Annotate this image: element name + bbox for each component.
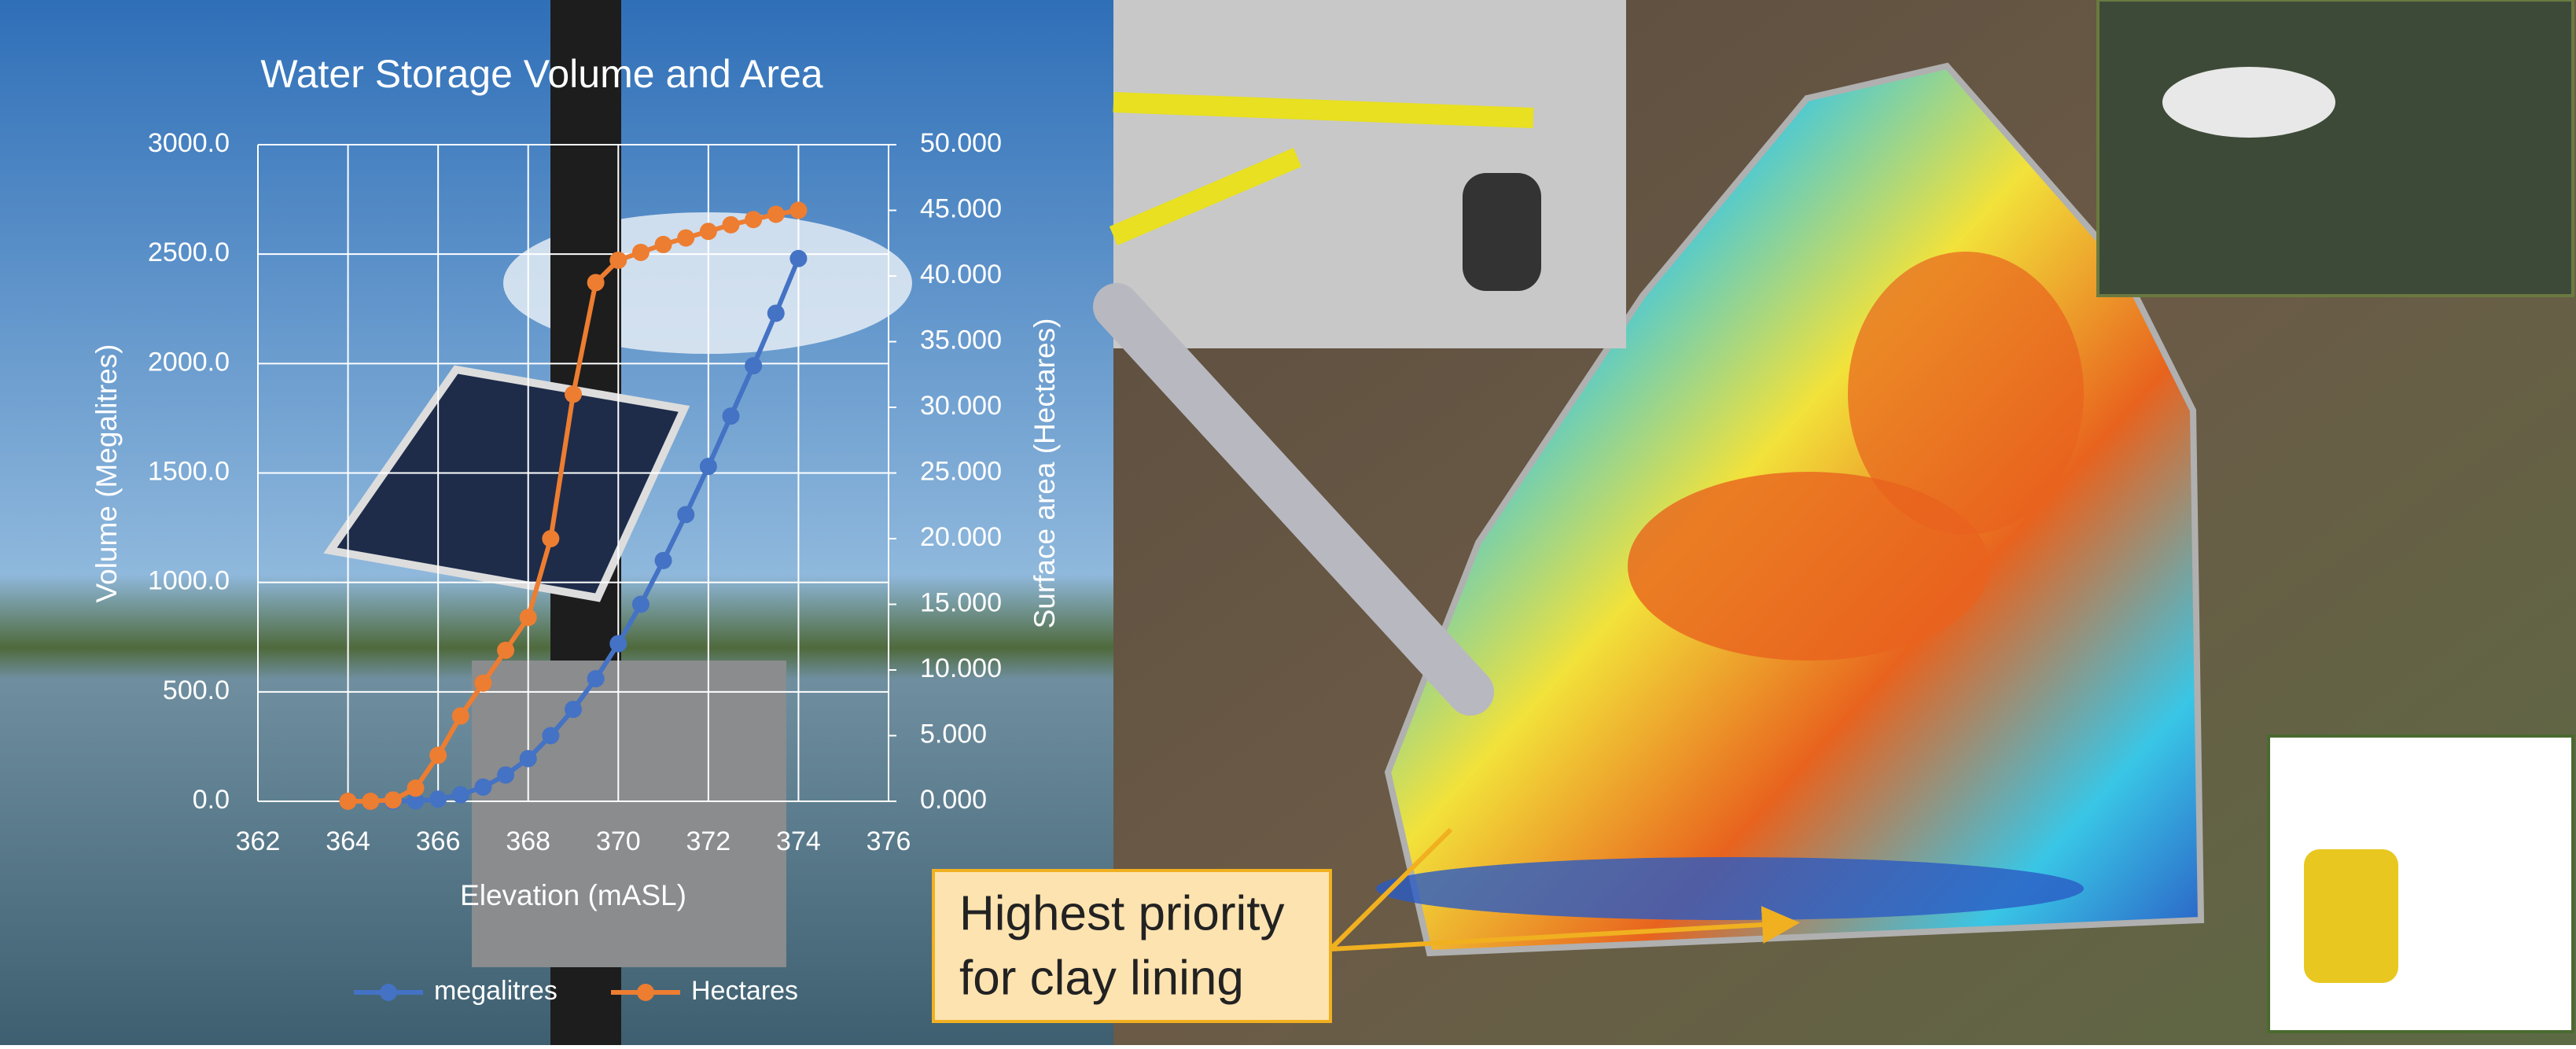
y2-tick-label: 15.000: [920, 587, 1002, 617]
data-point: [362, 793, 380, 810]
data-point: [699, 223, 717, 241]
heatmap-blob: [1848, 252, 2084, 535]
data-point: [722, 407, 740, 425]
data-point: [384, 791, 402, 809]
y2-tick-label: 45.000: [920, 193, 1002, 223]
data-point: [542, 530, 560, 547]
x-tick-label: 364: [326, 826, 370, 856]
data-point: [654, 235, 672, 253]
data-point: [789, 201, 808, 219]
y-tick-label: 2500.0: [148, 237, 230, 267]
x-tick-label: 374: [776, 826, 821, 856]
y2-tick-label: 40.000: [920, 259, 1002, 289]
data-point: [565, 701, 582, 719]
data-point: [631, 595, 650, 613]
y2-axis-title: Surface area (Hectares): [1029, 318, 1061, 629]
data-point: [339, 793, 357, 810]
annotation-arrow: [1328, 827, 1790, 949]
data-point: [474, 674, 492, 692]
y2-tick-label: 5.000: [920, 719, 987, 749]
annotation-text: for clay lining: [959, 951, 1244, 1005]
enclosure: [472, 661, 786, 967]
data-point: [407, 779, 425, 797]
y-tick-label: 500.0: [163, 675, 230, 705]
data-point: [587, 274, 605, 292]
data-point: [609, 251, 627, 269]
chart-title: Water Storage Volume and Area: [260, 52, 822, 96]
x-tick-label: 366: [416, 826, 461, 856]
sensor-arm: [1109, 92, 1534, 245]
heatmap-blob: [1376, 857, 2084, 920]
y-tick-label: 2000.0: [148, 347, 230, 377]
data-point: [587, 670, 605, 688]
legend-swatch: [637, 984, 654, 1001]
sensor: [1463, 173, 1541, 291]
y2-tick-label: 25.000: [920, 456, 1002, 486]
data-point: [451, 786, 469, 804]
inset-photo-sensor: [1113, 0, 1626, 348]
data-point: [519, 609, 537, 627]
y-tick-label: 1500.0: [148, 456, 230, 486]
y2-tick-label: 30.000: [920, 391, 1002, 421]
boat: [2162, 67, 2335, 138]
legend-swatch: [380, 984, 397, 1001]
data-point: [789, 249, 808, 267]
heatmap-blob: [1628, 472, 1989, 661]
x-tick-label: 368: [506, 826, 550, 856]
pressure-transducer: [1093, 283, 1494, 716]
legend-label: Hectares: [691, 976, 798, 1006]
data-point: [722, 215, 740, 234]
laser-level: [2304, 849, 2398, 983]
data-point: [654, 551, 672, 569]
data-point: [767, 304, 785, 322]
data-point: [429, 790, 447, 808]
y2-tick-label: 0.000: [920, 785, 987, 815]
data-point: [451, 707, 469, 725]
y2-tick-label: 50.000: [920, 128, 1002, 158]
data-point: [519, 749, 537, 767]
data-point: [767, 205, 785, 223]
y-tick-label: 1000.0: [148, 566, 230, 596]
y-tick-label: 3000.0: [148, 128, 230, 158]
data-point: [745, 357, 763, 375]
y-tick-label: 0.0: [193, 785, 230, 815]
data-point: [565, 385, 582, 403]
data-point: [699, 458, 717, 476]
y-axis-title: Volume (Megalitres): [90, 344, 123, 602]
legend-label: megalitres: [434, 976, 558, 1006]
y2-tick-label: 10.000: [920, 653, 1002, 683]
data-point: [609, 635, 627, 653]
x-axis-title: Elevation (mASL): [460, 879, 686, 911]
y2-tick-label: 35.000: [920, 325, 1002, 355]
x-tick-label: 372: [686, 826, 730, 856]
data-point: [474, 778, 492, 796]
x-tick-label: 376: [867, 826, 911, 856]
data-point: [429, 746, 447, 764]
data-point: [745, 211, 763, 229]
y2-tick-label: 20.000: [920, 522, 1002, 552]
annotation-text: Highest priority: [959, 886, 1284, 940]
x-tick-label: 362: [236, 826, 281, 856]
data-point: [497, 641, 515, 659]
data-point: [631, 243, 650, 261]
data-point: [497, 766, 515, 784]
data-point: [677, 506, 695, 524]
data-point: [542, 727, 560, 745]
x-tick-label: 370: [596, 826, 641, 856]
inset-photo-boat: [2096, 0, 2574, 297]
data-point: [407, 792, 425, 810]
annotation-box: [932, 869, 1332, 1023]
data-point: [677, 229, 695, 247]
